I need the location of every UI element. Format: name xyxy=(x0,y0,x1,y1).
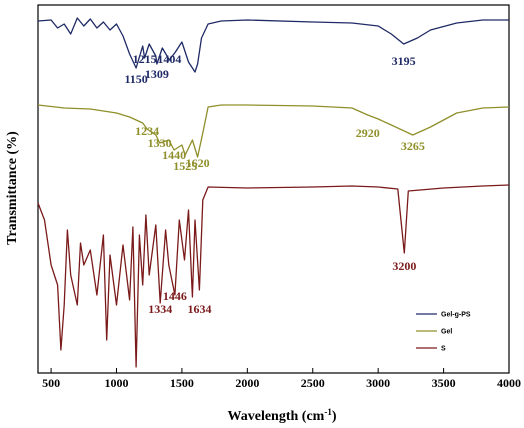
x-tick-label: 2000 xyxy=(235,376,259,390)
peak-label: 3265 xyxy=(401,139,425,153)
peak-label: 1440 xyxy=(162,148,186,162)
legend-label: Gel xyxy=(441,329,452,336)
peak-label: 1446 xyxy=(163,289,187,303)
peak-label: 3200 xyxy=(392,259,416,273)
x-axis-ticks: 500 1000 1500 2000 2500 3000 3500 4000 xyxy=(42,368,521,390)
series-layer xyxy=(37,17,510,368)
peak-label: 1234 xyxy=(135,124,159,138)
x-axis-title-main: Wavelength (cm xyxy=(228,409,325,424)
x-axis-title: Wavelength (cm-1) xyxy=(228,407,337,424)
x-tick-label: 3000 xyxy=(366,376,390,390)
x-axis-title-close: ) xyxy=(332,409,337,424)
plot-border xyxy=(37,4,510,374)
peak-label: 1334 xyxy=(148,302,172,316)
peak-label: 1309 xyxy=(145,67,169,81)
peak-label: 1404 xyxy=(157,52,181,66)
peak-label: 1620 xyxy=(186,156,210,170)
y-axis-title: Transmittance (%) xyxy=(5,131,20,245)
peak-label: 1330 xyxy=(148,136,172,150)
series-line-gel xyxy=(37,104,510,158)
legend: Gel-g-PS Gel S xyxy=(416,312,471,353)
x-tick-label: 1500 xyxy=(170,376,194,390)
legend-label: S xyxy=(441,346,446,353)
peak-label: 3195 xyxy=(392,54,416,68)
plot-frame xyxy=(37,4,510,374)
legend-label: Gel-g-PS xyxy=(441,312,471,319)
peak-label: 1215 xyxy=(133,52,157,66)
peak-label: 1150 xyxy=(124,72,147,86)
peak-label: 1525 xyxy=(173,159,197,173)
peak-label: 2920 xyxy=(356,126,380,140)
x-tick-label: 2500 xyxy=(301,376,325,390)
peak-label: 1634 xyxy=(187,302,211,316)
x-axis-title-sup: -1 xyxy=(324,407,332,417)
x-tick-label: 4000 xyxy=(497,376,521,390)
x-tick-label: 3500 xyxy=(432,376,456,390)
x-tick-label: 500 xyxy=(42,376,60,390)
series-line-gel-g-ps xyxy=(37,17,509,73)
series-line-s xyxy=(37,184,510,368)
x-tick-label: 1000 xyxy=(105,376,129,390)
